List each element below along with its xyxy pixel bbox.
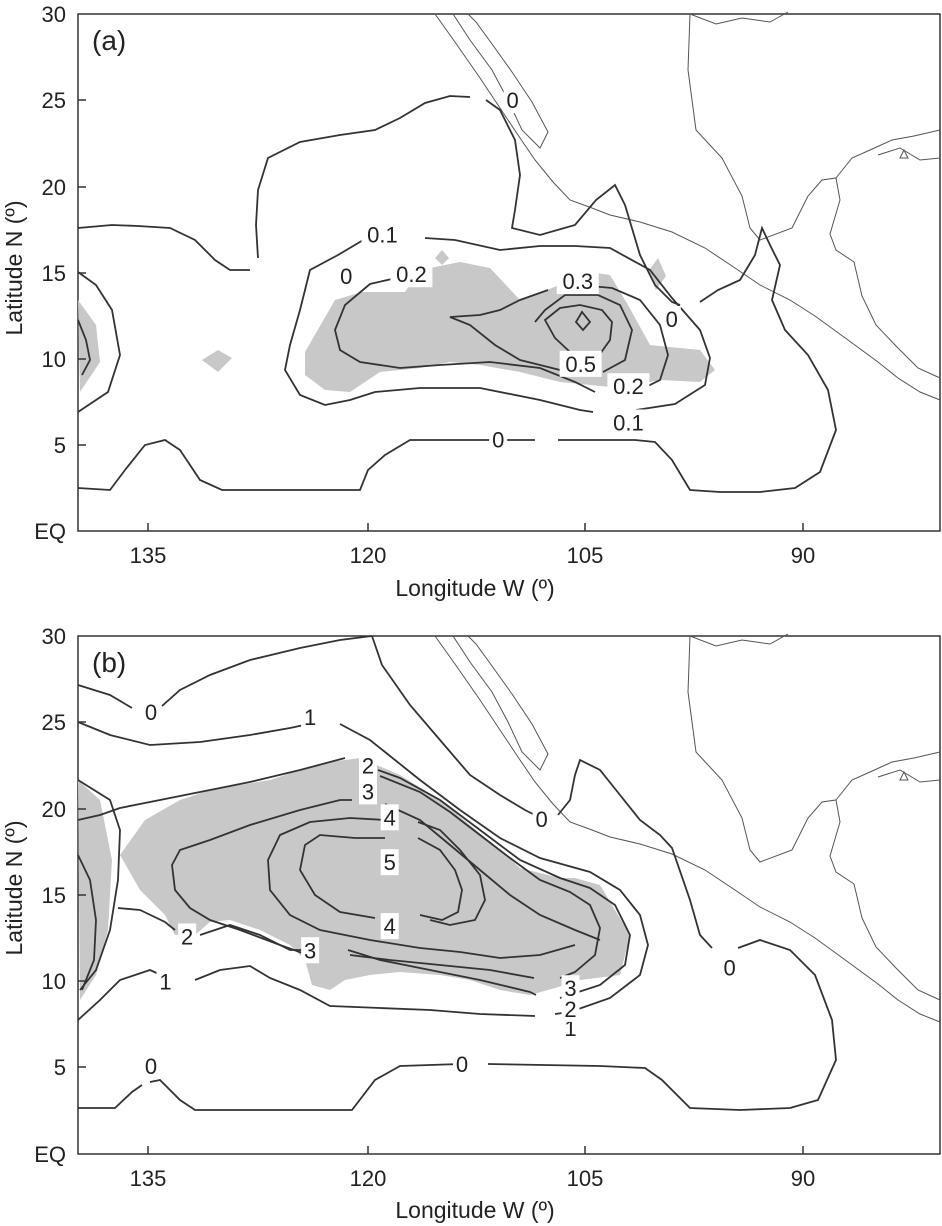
panel-b-contour-label-bg: [156, 968, 175, 995]
panel-b-contour-label: 1: [304, 705, 316, 730]
panel-b-contour-label: 0: [145, 1054, 157, 1079]
panel-b-y-axis-label: Latitude N (º): [1, 821, 27, 956]
panel-b-contour-label-bg: [142, 698, 160, 725]
panel-b-contour-label-bg: [532, 806, 551, 833]
panel-b-contour-label-bg: [561, 995, 580, 1022]
panel-b-ytick-label: 15: [42, 883, 66, 908]
panel-a-ytick-label: 10: [42, 347, 66, 372]
panel-a-ytick-label: 25: [42, 88, 66, 113]
panel-a-xtick-label: 90: [791, 543, 815, 568]
panel-b-label: (b): [92, 647, 126, 678]
panel-b-ytick-label: 5: [54, 1055, 66, 1080]
panel-b-contour-label: 3: [362, 779, 374, 804]
panel-a-y-axis-label: Latitude N (º): [1, 201, 27, 336]
panel-a-ytick-label: 5: [54, 433, 66, 458]
panel-b-x-axis-label: Longitude W (º): [395, 1197, 554, 1223]
panel-b-xtick-label: 120: [350, 1166, 387, 1191]
panel-b-contours: [77, 635, 837, 1111]
panel-a-contour-label: 0.1: [367, 223, 398, 248]
panel-b-contour-label-bg: [359, 752, 377, 779]
panel-a-contour-label: 0.2: [396, 262, 427, 287]
panel-b-ytick-label: 25: [42, 710, 66, 735]
panel-b-shading: [78, 758, 630, 1000]
panel-b-contour-label: 2: [181, 924, 193, 949]
panel-b-contour-label: 5: [384, 850, 396, 875]
panel-a-coastlines: [434, 11, 941, 401]
panel-a-contour-label-bg: [556, 268, 599, 295]
panel-a-contour-label: 0: [340, 264, 352, 289]
panel-a-contour-label-bg: [361, 221, 404, 248]
panel-a: 135 120 105 90 EQ 5 10 15 20 25 30 Longi…: [1, 2, 941, 601]
panel-b-contour-label-bg: [380, 804, 399, 831]
panel-a-contour-label: 0.3: [562, 269, 593, 294]
panel-a-xtick-label: 135: [130, 543, 167, 568]
panel-a-contour-label-bg: [559, 350, 602, 377]
panel-b-axis-ticks: [78, 721, 804, 1154]
panel-b-contour-label-bg: [142, 1052, 160, 1079]
panel-a-contour-label-bg: [489, 426, 508, 453]
panel-b-contour-label-bg: [301, 704, 320, 731]
panel-a-contour-labels: 0 0 0 0 0.1 0.1 0.2 0.2 0.3 0.5: [337, 87, 681, 453]
panel-b-contour-label-bg: [720, 954, 739, 981]
panel-b-contour-label: 2: [564, 997, 576, 1022]
panel-a-contour-label-bg: [337, 262, 356, 289]
panel-b-contour-label: 0: [456, 1052, 468, 1077]
panel-b-contour-label-bg: [359, 778, 377, 805]
panel-b-contour-label-bg: [380, 849, 399, 876]
panel-a-contour-label-bg: [390, 261, 433, 288]
panel-a-contour-label: 0: [492, 428, 504, 453]
panel-a-contour-label: 0.2: [613, 374, 644, 399]
panel-b-contour-label: 0: [145, 700, 157, 725]
panel-b-contour-label: 4: [384, 805, 396, 830]
panel-b-coastlines: [434, 633, 941, 1023]
panel-a-axis-ticks: [78, 99, 804, 531]
panel-a-shading: [78, 250, 715, 392]
panel-a-xtick-label: 105: [567, 543, 604, 568]
panel-b-contour-label-bg: [178, 923, 197, 950]
panel-b-contour-label: 3: [564, 976, 576, 1001]
panel-b: 135 120 105 90 EQ 5 10 15 20 25 30 Longi…: [1, 624, 941, 1223]
panel-a-x-axis-label: Longitude W (º): [395, 575, 554, 601]
panel-b-contour-label-bg: [561, 975, 580, 1002]
panel-b-contour-label: 0: [724, 956, 736, 981]
panel-b-xtick-label: 135: [130, 1166, 167, 1191]
panel-a-ytick-label: 20: [42, 175, 66, 200]
panel-b-contour-label-bg: [301, 937, 320, 964]
panel-b-contour-label: 4: [384, 914, 396, 939]
panel-a-contour-label: 0.1: [613, 410, 644, 435]
panel-a-contour-label-bg: [662, 306, 681, 333]
panel-b-contour-label: 0: [535, 807, 547, 832]
panel-b-ytick-label: 30: [42, 624, 66, 649]
panel-a-contour-label-bg: [607, 409, 650, 436]
panel-b-ytick-label: EQ: [34, 1142, 66, 1167]
panel-a-ytick-label: EQ: [34, 519, 66, 544]
panel-b-ytick-label: 10: [42, 969, 66, 994]
panel-b-ytick-label: 20: [42, 797, 66, 822]
panel-a-xtick-label: 120: [350, 543, 387, 568]
panel-b-contour-label: 2: [362, 754, 374, 779]
panel-a-contour-label-bg: [607, 373, 650, 400]
panel-b-xtick-label: 105: [567, 1166, 604, 1191]
panel-a-label: (a): [92, 25, 126, 56]
panel-a-ytick-label: 30: [42, 2, 66, 27]
panel-b-xtick-label: 90: [791, 1166, 815, 1191]
panel-b-contour-label: 1: [564, 1016, 576, 1041]
panel-b-contour-label: 1: [159, 969, 171, 994]
panel-a-ytick-label: 15: [42, 261, 66, 286]
panel-b-contour-label: 3: [304, 938, 316, 963]
panel-a-contour-label-bg: [503, 87, 522, 114]
panel-a-contour-label: 0.5: [565, 352, 596, 377]
panel-a-contour-label: 0: [666, 307, 678, 332]
panel-b-contour-label-bg: [380, 913, 399, 940]
panel-a-contour-label: 0: [507, 88, 519, 113]
panel-b-contour-label-bg: [453, 1051, 472, 1078]
